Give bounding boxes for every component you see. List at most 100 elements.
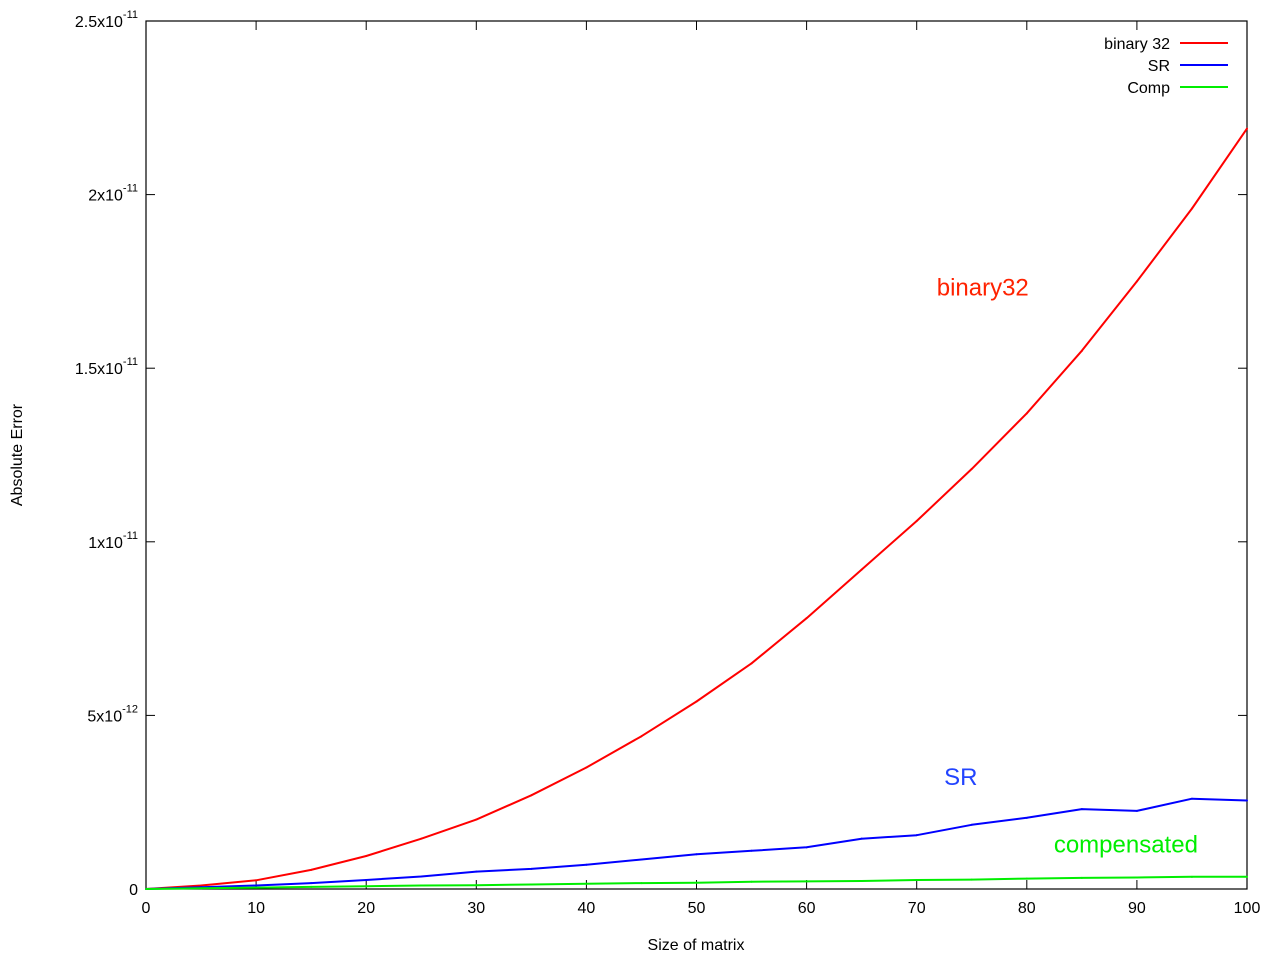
data-point — [365, 885, 368, 888]
y-tick-mantissa: 2.5x10 — [75, 14, 123, 31]
x-tick-label: 80 — [1018, 900, 1036, 917]
data-point — [1025, 816, 1028, 819]
data-point — [585, 766, 588, 769]
data-point — [145, 888, 147, 890]
x-tick-label: 70 — [908, 900, 926, 917]
data-point — [310, 868, 313, 871]
data-point — [365, 855, 368, 858]
data-point — [585, 863, 588, 866]
y-tick-label: 1x10-11 — [88, 530, 138, 552]
x-tick-label: 50 — [688, 900, 706, 917]
data-point — [640, 882, 643, 885]
data-point — [1025, 412, 1028, 415]
y-tick-label: 0 — [129, 882, 138, 899]
data-point — [915, 878, 918, 881]
data-point — [640, 858, 643, 861]
data-point — [1246, 799, 1248, 802]
data-point — [420, 837, 423, 840]
data-point — [860, 568, 863, 571]
data-point — [310, 882, 313, 885]
data-point — [640, 735, 643, 738]
data-point — [255, 879, 258, 882]
series-annotations: binary32 SR compensated — [937, 274, 1198, 858]
data-point — [860, 880, 863, 883]
y-tick-exponent: -11 — [123, 9, 138, 21]
data-point — [1080, 876, 1083, 879]
data-point — [1080, 808, 1083, 811]
data-point — [1246, 127, 1248, 130]
data-point — [695, 881, 698, 884]
x-tick-label: 0 — [142, 900, 151, 917]
legend-label: SR — [1148, 58, 1170, 75]
legend-label: binary 32 — [1104, 36, 1170, 53]
y-tick-mantissa: 1.5x10 — [75, 361, 123, 378]
x-tick-label: 90 — [1128, 900, 1146, 917]
data-point — [530, 883, 533, 886]
y-tick-mantissa: 0 — [129, 882, 138, 899]
x-axis-title: Size of matrix — [648, 937, 745, 954]
data-point — [475, 884, 478, 887]
data-point — [1135, 280, 1138, 283]
data-point — [1190, 875, 1193, 878]
data-point — [365, 878, 368, 881]
data-point — [420, 884, 423, 887]
data-point — [860, 837, 863, 840]
data-point — [970, 878, 973, 881]
data-point — [750, 880, 753, 883]
x-tick-label: 60 — [798, 900, 816, 917]
annotation-label: binary32 — [937, 274, 1029, 301]
data-point — [805, 617, 808, 620]
y-tick-exponent: -12 — [122, 703, 138, 715]
y-tick-exponent: -11 — [123, 183, 138, 195]
data-point — [585, 882, 588, 885]
data-point — [1190, 207, 1193, 210]
data-point — [750, 662, 753, 665]
x-tick-label: 30 — [467, 900, 485, 917]
data-point — [1190, 797, 1193, 800]
series-line-0 — [145, 128, 1248, 890]
data-point — [915, 519, 918, 522]
data-point — [805, 880, 808, 883]
data-point — [530, 867, 533, 870]
data-point — [475, 818, 478, 821]
y-tick-label: 1.5x10-11 — [75, 356, 138, 378]
data-point — [970, 467, 973, 470]
x-tick-label: 10 — [247, 900, 265, 917]
y-tick-exponent: -11 — [123, 356, 138, 368]
data-point — [200, 884, 203, 887]
data-point — [1025, 877, 1028, 880]
annotation-label: SR — [944, 764, 977, 791]
y-axis-title: Absolute Error — [9, 403, 26, 506]
data-point — [1080, 349, 1083, 352]
data-point — [1246, 875, 1248, 878]
y-tick-mantissa: 2x10 — [88, 188, 123, 205]
x-tick-label: 20 — [357, 900, 375, 917]
y-tick-label: 2.5x10-11 — [75, 9, 138, 31]
data-point — [805, 846, 808, 849]
data-point — [750, 849, 753, 852]
y-tick-mantissa: 5x10 — [87, 708, 122, 725]
series-lines — [145, 127, 1248, 890]
data-point — [695, 700, 698, 703]
axis-ticks: 0 10 20 30 40 50 60 70 80 90 10005x10-121x10-111.5… — [75, 9, 1261, 917]
data-point — [420, 875, 423, 878]
data-point — [1135, 876, 1138, 879]
data-point — [475, 870, 478, 873]
annotation-label: compensated — [1054, 832, 1198, 859]
data-point — [695, 853, 698, 856]
y-tick-label: 2x10-11 — [88, 183, 138, 205]
legend-label: Comp — [1127, 80, 1170, 97]
data-point — [255, 884, 258, 887]
data-point — [1135, 809, 1138, 812]
data-point — [200, 887, 203, 890]
legend: binary 32 SR Comp — [1104, 36, 1228, 97]
data-point — [530, 794, 533, 797]
y-tick-label: 5x10-12 — [87, 703, 138, 725]
x-tick-label: 40 — [578, 900, 596, 917]
y-tick-exponent: -11 — [123, 530, 138, 542]
x-tick-label: 100 — [1234, 900, 1261, 917]
y-tick-mantissa: 1x10 — [88, 535, 123, 552]
plot-frame — [145, 20, 1248, 890]
data-point — [255, 886, 258, 889]
